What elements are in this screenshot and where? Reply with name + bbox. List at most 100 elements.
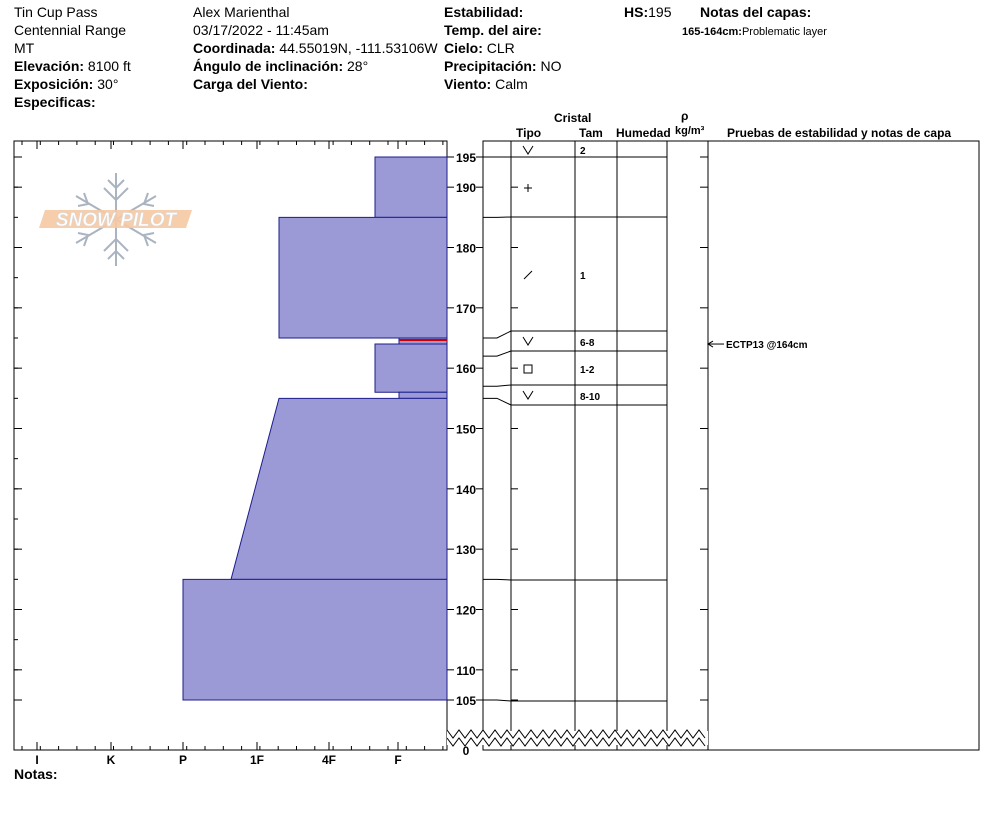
density-header: kg/m³ [675,125,705,137]
symbol-stroke [522,145,534,155]
symbol-stroke [522,336,534,346]
hardness-tick-label: F [394,753,401,767]
depth-tick-label: 160 [456,362,476,376]
aspect-value: 30° [97,76,119,92]
wind: Viento: Calm [444,76,528,92]
depth-tick-label: 0 [463,744,470,758]
layer-connector [483,578,512,581]
depth-tick-label: 105 [456,694,476,708]
precip-particles-symbol [522,145,534,155]
symbol-stroke [522,390,534,400]
snowpilot-logo: SNOW PILOT [39,173,192,266]
tests-column-frame [707,140,980,751]
sky-cover: Cielo: CLR [444,40,515,56]
wind-label: Viento: [444,76,492,92]
specifics-label: Especificas: [14,94,96,110]
aspect: Exposición: 30° [14,76,118,92]
location-name: Tin Cup Pass [14,4,98,20]
layer-connector [483,384,512,387]
type-header: Tipo [516,126,542,140]
wind-load-label: Carga del Viento: [193,76,308,92]
rho-header: ρ [681,109,689,123]
precipitation-label: Precipitación: [444,58,537,74]
logo-text: SNOW PILOT [56,210,178,231]
coordinates-value: 44.55019N, -111.53106W [279,40,438,56]
hardness-layer [398,391,448,399]
stability-label: Estabilidad: [444,4,524,20]
crystal-table-frame [482,140,709,751]
moisture-header: Humedad [616,126,671,140]
observation-datetime: 03/17/2022 - 11:45am [193,22,329,38]
axis-break-zigzag [446,729,706,739]
layer-notes-label: Notas del capas: [700,4,812,20]
crystal-size: 8-10 [580,392,600,403]
crystal-size: 1 [580,271,586,282]
layer-note-depth: 165-164cm: [682,26,742,38]
slope-angle: Ángulo de inclinación: 28° [193,58,368,74]
snow-height-value: 195 [648,4,672,20]
layer-connector [483,350,512,357]
hardness-tick-label: P [179,753,187,767]
sky-label: Cielo: [444,40,483,56]
state: MT [14,40,35,56]
hardness-tick-label: K [107,753,116,767]
coordinates-label: Coordinada: [193,40,276,56]
crystal-size: 1-2 [580,365,595,376]
wind-value: Calm [495,76,528,92]
size-header: Tam [579,126,603,140]
snow-height-label: HS: [624,4,649,20]
depth-tick-label: 195 [456,151,476,165]
elevation-label: Elevación: [14,58,85,74]
depth-tick-label: 120 [456,603,476,617]
hardness-tick-label: I [35,753,38,767]
stability-test-label: ECTP13 @164cm [726,340,808,351]
symbol-stroke [523,270,533,280]
slope-angle-value: 28° [347,58,369,74]
crystal-size: 2 [580,146,586,157]
stability-test-arrowhead [707,340,714,348]
layer-connector [483,330,512,339]
layer-connector [483,699,512,702]
coordinates: Coordinada: 44.55019N, -111.53106W [193,40,438,56]
tests-header: Pruebas de estabilidad y notas de capa [727,126,952,140]
depth-tick-label: 190 [456,181,476,195]
precipitation-value: NO [540,58,562,74]
axis-break-zigzag [446,737,706,747]
depth-tick-label: 110 [456,664,476,678]
hardness-layer [230,397,448,580]
faceted-crystals-symbol [523,364,533,374]
depth-tick-label: 140 [456,483,476,497]
depth-tick-label: 180 [456,241,476,255]
elevation: Elevación: 8100 ft [14,58,131,74]
layer-note: 165-164cm:Problematic layer [682,24,827,40]
sky-value: CLR [486,40,515,56]
surface-hoar-symbol [522,336,534,346]
depth-tick-label: 150 [456,422,476,436]
surface-hoar-symbol [522,390,534,400]
mountain-range: Centennial Range [14,22,127,38]
symbol-stroke [523,364,533,374]
hardness-layer [182,578,448,701]
hardness-layer [278,216,448,339]
layer-note-text: Problematic layer [741,26,827,38]
decomposing-fragments-symbol [524,184,532,192]
aspect-label: Exposición: [14,76,94,92]
depth-tick-label: 130 [456,543,476,557]
rounded-grains-symbol [523,270,533,280]
precipitation: Precipitación: NO [444,58,561,74]
notes-label: Notas: [14,766,58,782]
observer-name: Alex Marienthal [193,4,290,20]
hardness-tick-label: 1F [250,753,264,767]
hardness-layer [374,156,448,218]
hardness-layer [398,337,448,345]
crystal-size: 6-8 [580,338,595,349]
depth-tick-label: 170 [456,302,476,316]
air-temp-label: Temp. del aire: [444,22,542,38]
crystal-header: Cristal [554,111,592,125]
layer-connector [483,397,512,406]
hardness-tick-label: 4F [322,753,336,767]
snow-height: HS:195 [624,4,671,20]
hardness-layer [374,343,448,393]
elevation-value: 8100 ft [87,58,131,74]
